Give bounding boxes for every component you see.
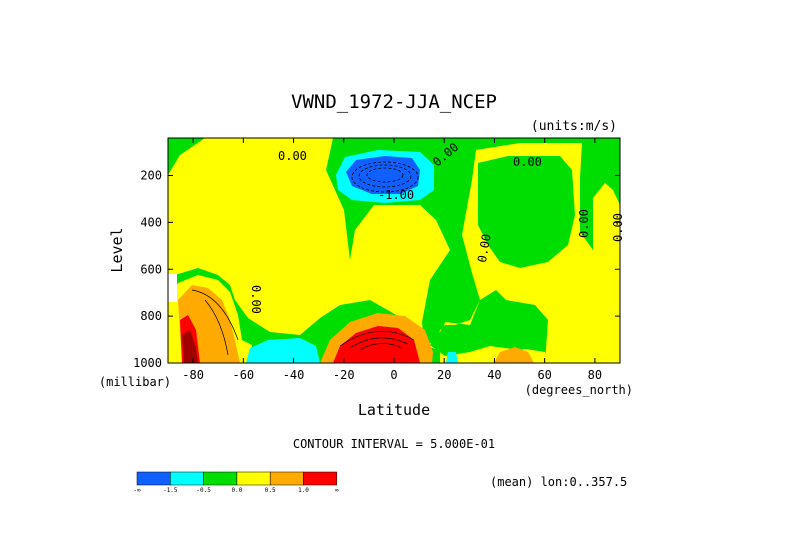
contour-label-1: 0.00 <box>278 149 307 163</box>
contour-label-7: 0.00 <box>577 209 591 238</box>
green-island-north <box>478 156 575 268</box>
colorbar-label: 1.0 <box>298 487 309 494</box>
colorbar-label: -∞ <box>133 487 141 494</box>
colorbar-label: ∞ <box>335 487 339 494</box>
positive-contours <box>191 289 415 356</box>
contour-label-3: 0.00 <box>513 155 542 169</box>
y-axis-ticks: 200 400 600 800 1000 <box>133 169 620 370</box>
x-tick-label: 40 <box>487 368 501 382</box>
colorbar-swatch <box>303 471 338 486</box>
colorbar-label: 0.5 <box>265 487 276 494</box>
colorbar-swatch <box>203 471 238 486</box>
y-axis-label: Level <box>108 227 126 272</box>
cyan-region-surface <box>246 338 320 363</box>
x-tick-label: -60 <box>232 368 254 382</box>
y-tick-label: 1000 <box>133 356 162 370</box>
x-axis-label: Latitude <box>358 401 430 419</box>
x-tick-label: -20 <box>333 368 355 382</box>
contour-label-6: 0.00 <box>475 233 494 264</box>
plot-area <box>167 137 621 364</box>
x-tick-label: -40 <box>283 368 305 382</box>
contour-label-4: 0.00 <box>249 285 263 314</box>
cyan-region-equator-surface <box>446 352 458 363</box>
colorbar-label: -1.5 <box>163 487 178 494</box>
x-units-label: (degrees_north) <box>525 383 633 397</box>
contour-interval-note: CONTOUR INTERVAL = 5.000E-01 <box>293 437 495 451</box>
green-island-surface <box>430 312 540 356</box>
y-tick-label: 200 <box>140 169 162 183</box>
colorbar-swatch <box>170 471 204 486</box>
x-tick-label: -80 <box>182 368 204 382</box>
y-tick-label: 600 <box>140 262 162 276</box>
x-tick-label: 0 <box>390 368 397 382</box>
colorbar-swatch <box>136 471 171 486</box>
missing-data-strip <box>168 274 177 302</box>
red-region-equator <box>333 326 420 363</box>
colorbar-label: -0.5 <box>196 487 211 494</box>
x-axis-ticks: -80 -60 -40 -20 0 20 40 60 80 <box>182 138 602 382</box>
y-tick-label: 800 <box>140 309 162 323</box>
colorbar-swatch <box>236 471 271 486</box>
colorbar-swatch <box>269 471 304 486</box>
footer-mean-note: (mean) lon:0..357.5 <box>490 475 627 489</box>
green-islands <box>430 156 575 356</box>
contour-label-5: -1.00 <box>378 188 414 202</box>
colorbar: -∞ -1.5 -0.5 0.0 0.5 1.0 ∞ <box>133 471 339 494</box>
x-tick-label: 20 <box>437 368 451 382</box>
x-tick-label: 60 <box>537 368 551 382</box>
colorbar-label: 0.0 <box>231 487 242 494</box>
contour-label-8: 0.00 <box>611 213 625 242</box>
y-units-label: (millibar) <box>99 375 171 389</box>
y-tick-label: 400 <box>140 215 162 229</box>
chart-title: VWND_1972-JJA_NCEP <box>291 91 497 113</box>
negative-contours <box>351 161 419 193</box>
units-label: (units:m/s) <box>531 119 617 134</box>
x-tick-label: 80 <box>588 368 602 382</box>
darkred-region-south <box>182 330 198 363</box>
orange-region-north <box>494 347 534 363</box>
